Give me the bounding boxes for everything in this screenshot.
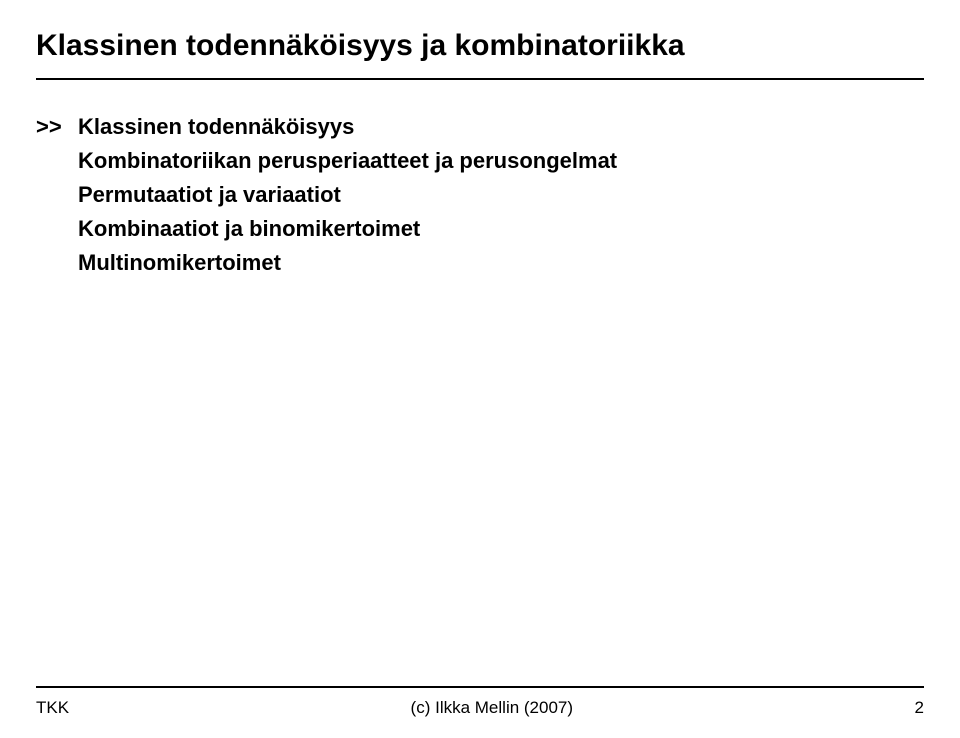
outline-item: Multinomikertoimet bbox=[36, 246, 924, 280]
title-rule bbox=[36, 78, 924, 80]
outline-item: Kombinatoriikan perusperiaatteet ja peru… bbox=[36, 144, 924, 178]
footer-row: TKK (c) Ilkka Mellin (2007) 2 bbox=[36, 698, 924, 718]
footer-center: (c) Ilkka Mellin (2007) bbox=[411, 698, 574, 718]
page-footer: TKK (c) Ilkka Mellin (2007) 2 bbox=[36, 686, 924, 718]
current-pointer: >> bbox=[36, 110, 78, 144]
footer-rule bbox=[36, 686, 924, 688]
footer-page-number: 2 bbox=[915, 698, 924, 718]
outline-item: Kombinaatiot ja binomikertoimet bbox=[36, 212, 924, 246]
outline-item-label: Kombinatoriikan perusperiaatteet ja peru… bbox=[78, 148, 617, 173]
outline-item: Permutaatiot ja variaatiot bbox=[36, 178, 924, 212]
outline-list: >>Klassinen todennäköisyys Kombinatoriik… bbox=[36, 110, 924, 280]
page-title: Klassinen todennäköisyys ja kombinatorii… bbox=[36, 28, 924, 64]
outline-item-current: >>Klassinen todennäköisyys bbox=[36, 110, 924, 144]
outline-item-label: Kombinaatiot ja binomikertoimet bbox=[78, 216, 420, 241]
outline-item-label: Multinomikertoimet bbox=[78, 250, 281, 275]
outline-item-label: Klassinen todennäköisyys bbox=[78, 114, 354, 139]
outline-item-label: Permutaatiot ja variaatiot bbox=[78, 182, 341, 207]
footer-left: TKK bbox=[36, 698, 69, 718]
